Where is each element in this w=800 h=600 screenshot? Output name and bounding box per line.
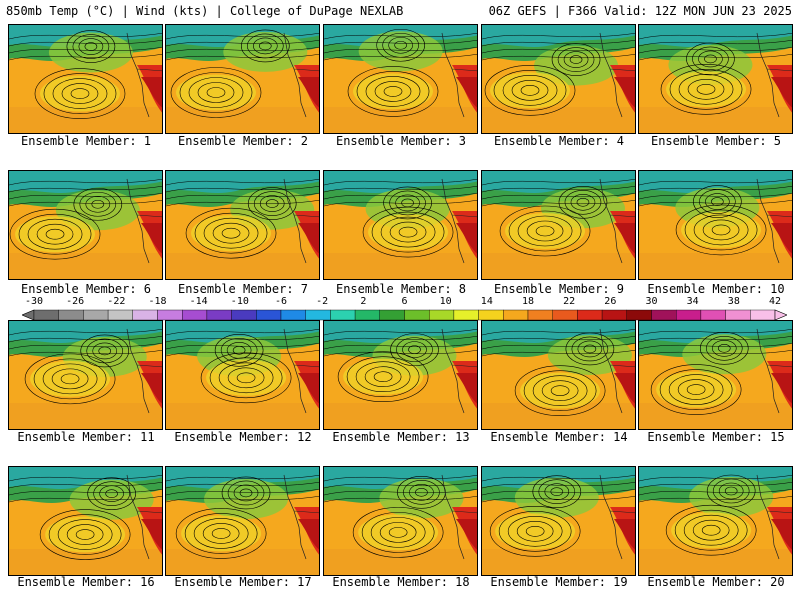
- colorbar-bin: [132, 309, 158, 321]
- ensemble-member-label: Ensemble Member: 5: [650, 134, 782, 148]
- colorbar-tick-label: -26: [66, 296, 85, 307]
- ensemble-member-label: Ensemble Member: 14: [490, 430, 628, 444]
- ensemble-map-panel: [8, 466, 163, 576]
- colorbar-tick-label: 22: [563, 296, 576, 307]
- colorbar-bin: [626, 309, 652, 321]
- colorbar-bin: [354, 309, 381, 321]
- ensemble-member-label: Ensemble Member: 1: [20, 134, 152, 148]
- colorbar-tick-label: 18: [521, 296, 535, 307]
- colorbar-bin: [601, 309, 627, 321]
- colorbar-bin: [725, 309, 751, 321]
- colorbar-tick-label: 2: [360, 296, 367, 307]
- colorbar-bin: [577, 309, 603, 321]
- ensemble-member-label: Ensemble Member: 17: [174, 575, 312, 589]
- ensemble-map-panel: [8, 24, 163, 134]
- ensemble-member-label: Ensemble Member: 8: [335, 282, 467, 296]
- colorbar-bin: [527, 309, 553, 321]
- ensemble-map-panel: [481, 320, 636, 430]
- ensemble-member-label: Ensemble Member: 10: [647, 282, 785, 296]
- colorbar-low-arrow: [22, 309, 35, 321]
- ensemble-map-panel: [638, 320, 793, 430]
- colorbar-bin: [33, 309, 59, 321]
- colorbar-tick-label: 38: [727, 296, 740, 307]
- ensemble-member-label: Ensemble Member: 9: [493, 282, 625, 296]
- ensemble-member-label: Ensemble Member: 16: [17, 575, 155, 589]
- colorbar-bin: [256, 309, 282, 321]
- map-title: 850mb Temp (°C) | Wind (kts) | College o…: [6, 4, 404, 18]
- ensemble-map-panel: [638, 24, 793, 134]
- ensemble-map-panel: [638, 466, 793, 576]
- colorbar-bin: [305, 309, 331, 321]
- colorbar-tick-label: -6: [274, 296, 288, 307]
- colorbar-bin: [157, 309, 183, 321]
- ensemble-member-label: Ensemble Member: 18: [332, 575, 470, 589]
- ensemble-member-label: Ensemble Member: 4: [493, 134, 625, 148]
- colorbar-bin: [107, 309, 133, 321]
- colorbar-bin: [83, 309, 109, 321]
- colorbar-high-arrow: [774, 309, 787, 321]
- colorbar-bin: [280, 309, 306, 321]
- colorbar-bin: [552, 309, 578, 321]
- colorbar-bin: [503, 309, 529, 321]
- colorbar-tick-label: 42: [768, 296, 782, 307]
- ensemble-map-panel: [323, 24, 478, 134]
- model-run-info: 06Z GEFS | F366 Valid: 12Z MON JUN 23 20…: [488, 4, 792, 18]
- colorbar-bin: [231, 309, 257, 321]
- colorbar-tick-label: -18: [148, 296, 167, 307]
- colorbar-bin: [58, 309, 84, 321]
- ensemble-map-panel: [8, 320, 163, 430]
- colorbar-tick-label: -14: [189, 296, 208, 307]
- ensemble-member-label: Ensemble Member: 13: [332, 430, 470, 444]
- ensemble-member-label: Ensemble Member: 20: [647, 575, 785, 589]
- ensemble-member-label: Ensemble Member: 19: [490, 575, 628, 589]
- ensemble-member-label: Ensemble Member: 6: [20, 282, 152, 296]
- colorbar-tick-label: 6: [401, 296, 408, 307]
- colorbar-bin: [181, 309, 208, 321]
- ensemble-map-panel: [165, 320, 320, 430]
- colorbar-bin: [676, 309, 702, 321]
- colorbar-tick-label: -22: [107, 296, 126, 307]
- colorbar-tick-label: -30: [24, 296, 44, 307]
- ensemble-map-panel: [323, 320, 478, 430]
- colorbar-tick-label: 14: [480, 296, 493, 307]
- colorbar-bin: [750, 309, 776, 321]
- colorbar-bin: [404, 309, 430, 321]
- colorbar-tick-label: 30: [645, 296, 658, 307]
- ensemble-member-label: Ensemble Member: 2: [177, 134, 309, 148]
- ensemble-map-panel: [481, 466, 636, 576]
- colorbar-tick-label: -10: [230, 296, 249, 307]
- colorbar-bin: [700, 309, 726, 321]
- ensemble-map-panel: [638, 170, 793, 280]
- colorbar-bin: [206, 309, 232, 321]
- colorbar-bin: [651, 309, 677, 321]
- temperature-colorbar: [22, 309, 787, 321]
- ensemble-member-label: Ensemble Member: 12: [174, 430, 312, 444]
- ensemble-member-label: Ensemble Member: 3: [335, 134, 467, 148]
- colorbar-bin: [429, 309, 455, 321]
- ensemble-map-panel: [481, 170, 636, 280]
- colorbar-bin: [478, 309, 504, 321]
- colorbar-tick-label: 34: [686, 296, 699, 307]
- ensemble-map-panel: [323, 466, 478, 576]
- ensemble-map-panel: [481, 24, 636, 134]
- ensemble-map-panel: [165, 466, 320, 576]
- ensemble-map-panel: [323, 170, 478, 280]
- ensemble-member-label: Ensemble Member: 7: [177, 282, 309, 296]
- colorbar-bin: [330, 309, 356, 321]
- ensemble-member-label: Ensemble Member: 11: [17, 430, 155, 444]
- ensemble-map-panel: [8, 170, 163, 280]
- ensemble-member-label: Ensemble Member: 15: [647, 430, 785, 444]
- colorbar-bin: [453, 309, 479, 321]
- colorbar-bin: [379, 309, 405, 321]
- colorbar-tick-label: -2: [316, 296, 329, 307]
- colorbar-tick-label: 26: [604, 296, 617, 307]
- colorbar-tick-label: 10: [439, 296, 452, 307]
- ensemble-map-panel: [165, 24, 320, 134]
- ensemble-map-panel: [165, 170, 320, 280]
